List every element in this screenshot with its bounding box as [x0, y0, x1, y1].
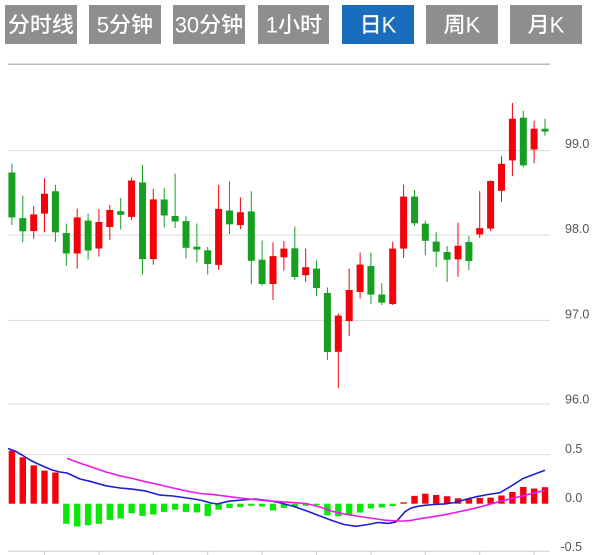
svg-text:-0.5: -0.5: [561, 540, 583, 554]
svg-text:99.0: 99.0: [565, 137, 589, 151]
svg-text:1: 1: [265, 12, 277, 37]
svg-text:96.0: 96.0: [565, 392, 589, 406]
svg-text:3: 3: [175, 12, 187, 37]
svg-text:5: 5: [97, 12, 109, 37]
svg-text:K: K: [550, 12, 565, 37]
svg-text:97.0: 97.0: [565, 307, 589, 321]
svg-text:0: 0: [187, 12, 199, 37]
svg-text:0.5: 0.5: [565, 442, 582, 456]
svg-text:K: K: [466, 12, 481, 37]
svg-text:98.0: 98.0: [565, 222, 589, 236]
svg-text:0.0: 0.0: [565, 491, 582, 505]
svg-text:K: K: [381, 12, 396, 37]
